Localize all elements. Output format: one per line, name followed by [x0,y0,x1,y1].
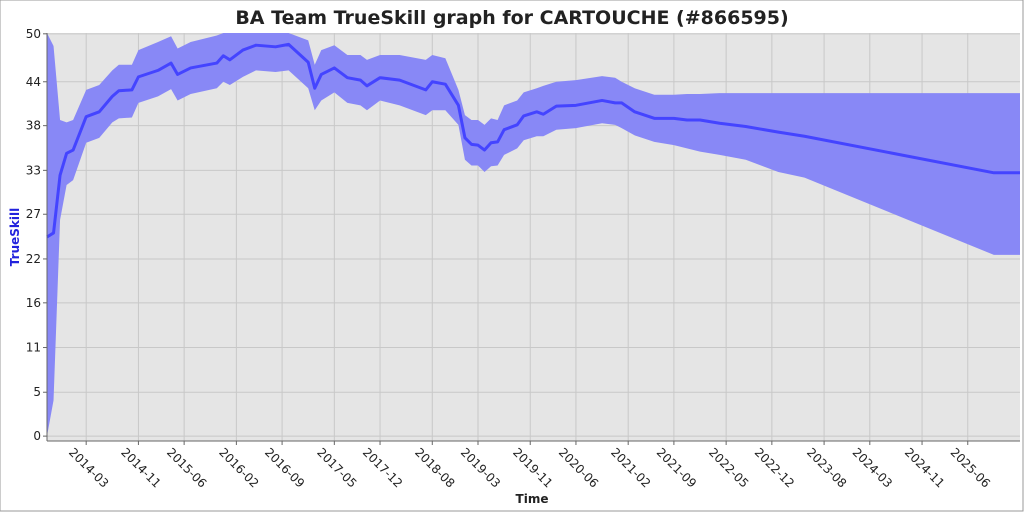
y-tick-label: 22 [26,252,41,266]
y-tick-label: 5 [33,385,41,399]
trueskill-line [46,42,1020,239]
y-axis-label: TrueSkill [8,208,22,266]
y-tick-label: 33 [26,163,41,177]
y-tick-label: 16 [26,296,41,310]
y-tick-label: 27 [26,207,41,221]
y-tick-label: 11 [26,341,41,355]
y-tick-label: 44 [26,75,41,89]
chart-title: BA Team TrueSkill graph for CARTOUCHE (#… [235,7,788,29]
y-tick-label: 38 [26,119,41,133]
y-tick-label: 0 [33,429,41,443]
x-axis-label: Time [516,492,549,506]
uncertainty-band [47,33,1020,437]
y-tick-label: 50 [26,27,41,41]
